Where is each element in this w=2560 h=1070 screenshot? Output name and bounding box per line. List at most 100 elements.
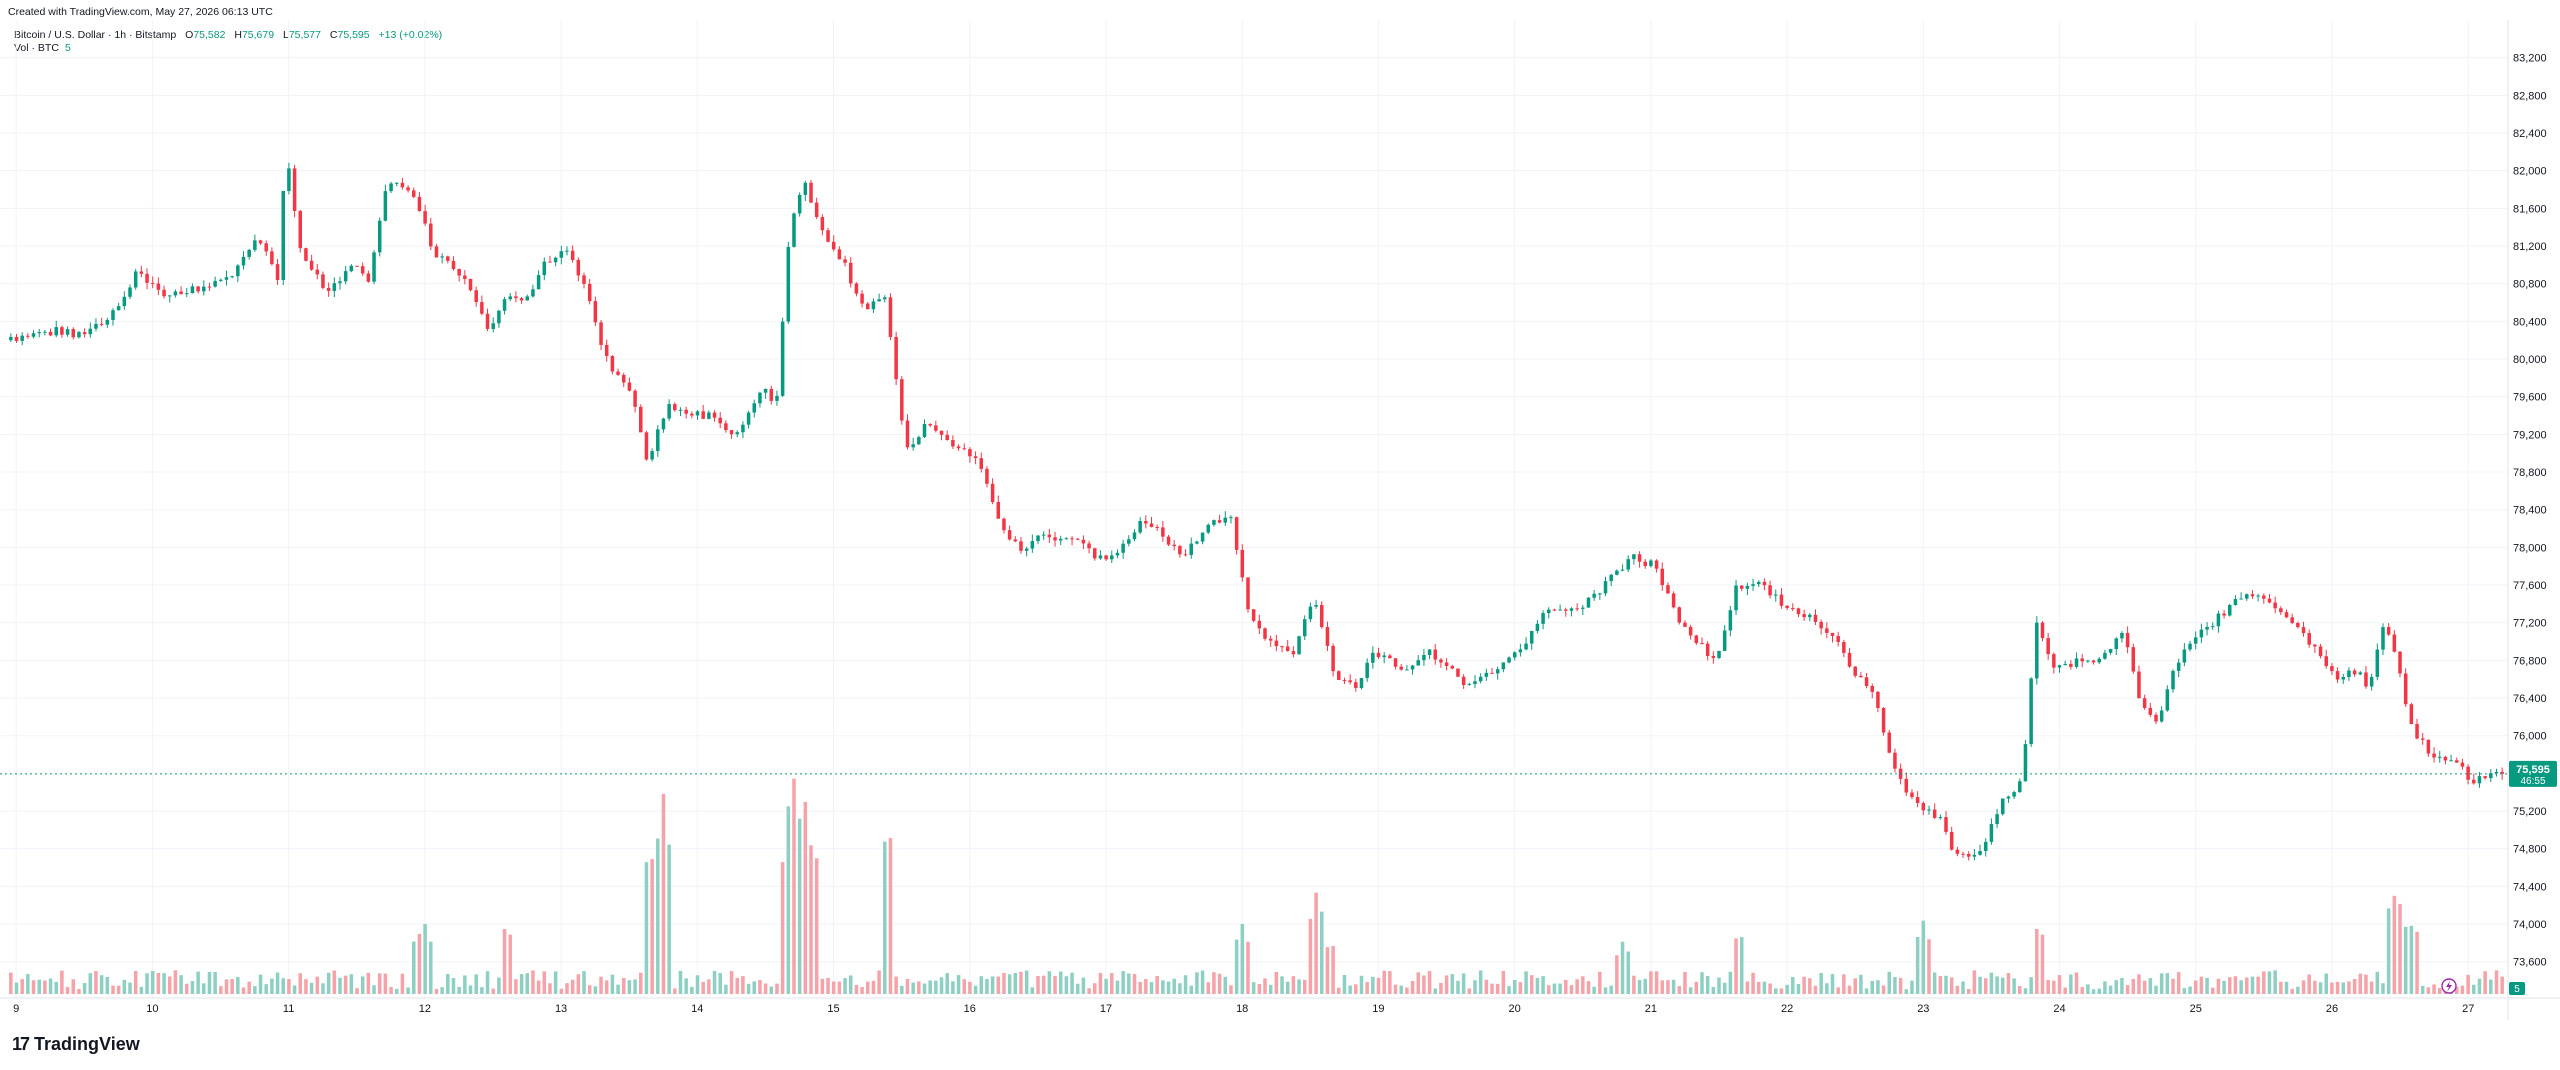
candle-body — [2296, 622, 2300, 628]
candle-body — [219, 279, 223, 281]
tradingview-logo-icon: 17 — [12, 1034, 30, 1054]
candle — [746, 410, 751, 429]
volume-bar — [162, 973, 166, 994]
candle — [599, 319, 603, 351]
candle — [1751, 578, 1755, 591]
price-tick-label: 76,400 — [2513, 693, 2547, 705]
candle — [2222, 609, 2226, 619]
candle-body — [1149, 523, 1154, 528]
volume-bar — [1949, 977, 1954, 994]
volume-bar — [434, 988, 439, 994]
volume-bar — [2409, 925, 2414, 994]
candle — [1864, 672, 1869, 689]
volume-bar — [656, 838, 660, 994]
symbol-title[interactable]: Bitcoin / U.S. Dollar · 1h · Bitstamp — [14, 29, 177, 41]
candle-body — [945, 434, 949, 441]
open-label: O — [185, 29, 194, 41]
candle-body — [1058, 538, 1063, 541]
candle-body — [1581, 607, 1585, 609]
volume-bar — [1439, 982, 1443, 994]
volume-label[interactable]: Vol · BTC — [14, 42, 59, 54]
candle — [1132, 529, 1137, 542]
candle — [1178, 544, 1182, 558]
price-tick-label: 81,200 — [2513, 241, 2547, 253]
candle — [2267, 593, 2272, 604]
candle-body — [468, 278, 473, 291]
candle — [1189, 537, 1193, 559]
candle-body — [848, 262, 853, 284]
candle — [514, 291, 518, 303]
volume-bar — [786, 806, 791, 994]
volume-bar — [1927, 939, 1931, 994]
candle-body — [1779, 594, 1784, 606]
candle — [1456, 668, 1460, 677]
candle-body — [1127, 539, 1131, 544]
candle-body — [1785, 605, 1789, 609]
candle — [1705, 641, 1710, 661]
volume-bar — [2267, 971, 2272, 994]
candle-body — [304, 248, 308, 261]
candle — [1257, 614, 1262, 635]
candle-body — [2222, 613, 2226, 616]
volume-bar — [1416, 972, 1420, 994]
candle — [1649, 558, 1653, 568]
candle-body — [122, 296, 127, 307]
volume-bar — [911, 982, 915, 994]
candle — [877, 293, 881, 302]
candle — [258, 239, 263, 245]
time-tick-label: 24 — [2053, 1003, 2065, 1015]
volume-bar — [2228, 977, 2232, 994]
candle-body — [1320, 604, 1324, 628]
volume-bar — [1036, 975, 1040, 994]
volume-bar — [1467, 988, 1472, 994]
volume-bar — [241, 987, 246, 994]
candle-body — [633, 390, 637, 407]
candle — [548, 255, 552, 263]
candle — [996, 495, 1001, 519]
volume-bar — [1898, 977, 1903, 994]
candle — [792, 212, 796, 248]
volume-bar — [1893, 977, 1897, 994]
volume-bar — [621, 977, 626, 994]
volume-bar — [1955, 985, 1960, 994]
candle — [281, 190, 285, 286]
candle-body — [1989, 824, 1994, 842]
volume-bar — [338, 977, 342, 994]
volume-bar — [576, 974, 581, 994]
candle-body — [2086, 660, 2090, 662]
candle-body — [525, 296, 530, 301]
candle — [1756, 580, 1761, 588]
candle-body — [610, 356, 615, 372]
candle — [570, 245, 575, 263]
candle — [1342, 677, 1347, 685]
volume-bar — [150, 971, 155, 994]
candle-body — [1064, 538, 1069, 540]
volume-bar — [2466, 974, 2470, 994]
candle-body — [440, 256, 444, 258]
candle-body — [1813, 614, 1818, 622]
candle-body — [502, 299, 507, 311]
volume-bar — [1206, 982, 1211, 994]
volume-bar — [2023, 988, 2028, 994]
candle-body — [871, 301, 876, 310]
candle-body — [474, 290, 478, 303]
volume-bar — [1722, 982, 1727, 994]
volume-bar — [525, 973, 530, 994]
volume-bar — [973, 985, 978, 994]
volume-bar — [156, 972, 161, 994]
candle — [1910, 789, 1914, 800]
candle — [1626, 555, 1630, 573]
candle — [1382, 652, 1386, 664]
candle — [1081, 535, 1086, 550]
candle — [1949, 826, 1954, 851]
candle-body — [1274, 640, 1279, 647]
lightning-icon[interactable] — [2441, 978, 2457, 994]
volume-bar — [1274, 971, 1279, 994]
candle — [1376, 647, 1381, 659]
candle-body — [2369, 676, 2374, 687]
candle — [1161, 520, 1165, 542]
candle-body — [2432, 753, 2436, 758]
candle-body — [406, 187, 410, 191]
candle-body — [1121, 543, 1125, 553]
